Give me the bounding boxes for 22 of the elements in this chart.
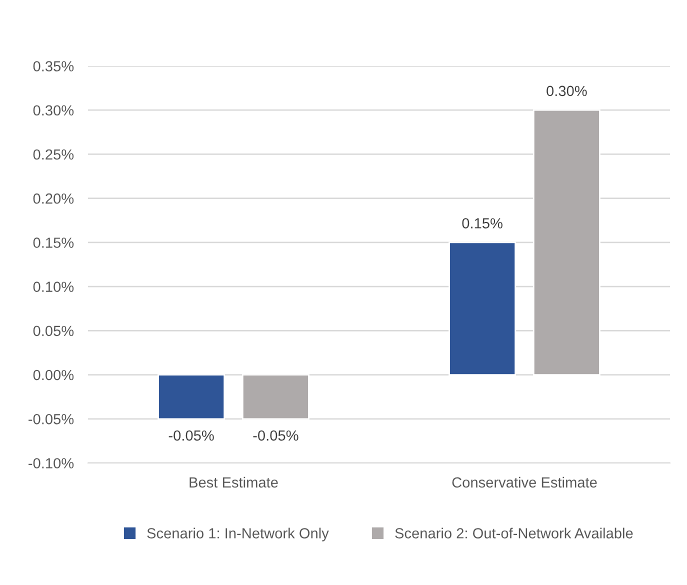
data-label: -0.05%: [253, 430, 298, 441]
bar: [158, 374, 226, 420]
data-label: 0.30%: [546, 86, 587, 96]
y-tick-label: 0.30%: [33, 105, 74, 116]
x-tick-label: Conservative Estimate: [452, 476, 597, 488]
y-tick-label: -0.05%: [28, 414, 74, 424]
bar: [242, 374, 310, 420]
data-label: 0.15%: [462, 218, 502, 228]
y-tick-label: 0.25%: [33, 149, 74, 160]
y-tick-label: 0.20%: [33, 193, 74, 204]
x-tick-label: Best Estimate: [190, 476, 278, 488]
bar: [532, 109, 600, 376]
data-label: -0.05%: [168, 430, 214, 441]
y-tick-label: 0.15%: [33, 238, 74, 248]
y-tick-label: 0.10%: [33, 282, 74, 292]
y-tick-label: 0.05%: [33, 326, 74, 336]
y-tick-label: -0.10%: [28, 458, 74, 468]
bar: [448, 242, 516, 376]
legend-label: Scenario 1: In-Network Only: [147, 528, 329, 542]
y-tick-label: 0.35%: [33, 61, 74, 72]
legend-label: Scenario 2: Out-of-Network Available: [395, 528, 633, 538]
y-tick-label: 0.00%: [33, 370, 74, 380]
